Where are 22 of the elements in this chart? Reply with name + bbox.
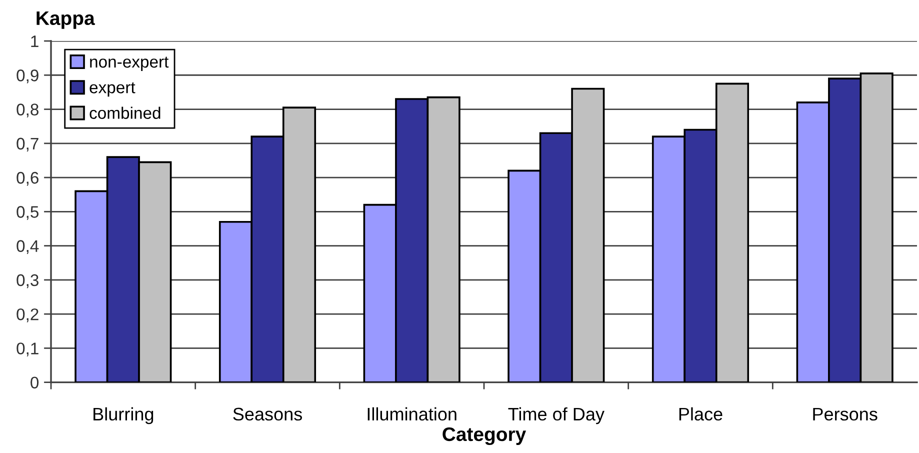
y-tick-label: 0 — [30, 376, 39, 389]
y-tick-label: 0,1 — [16, 342, 38, 356]
x-tick-label: Seasons — [233, 408, 302, 421]
legend-label: expert — [90, 82, 136, 97]
x-tick-label: Place — [679, 407, 722, 421]
y-tick-label: 0,6 — [16, 172, 38, 186]
y-tick-label: 0,5 — [16, 206, 38, 220]
x-tick-label: Persons — [813, 408, 878, 421]
y-tick-label: 0,7 — [16, 138, 38, 152]
x-tick-label: Illumination — [368, 407, 456, 421]
y-tick-label: 0,3 — [16, 274, 38, 288]
legend-label: non-expert — [90, 56, 169, 71]
x-tick-label: Blurring — [94, 407, 154, 424]
y-tick-label: 0,2 — [16, 308, 38, 322]
legend-label: combined — [90, 106, 160, 119]
x-axis-title: Category — [442, 427, 526, 446]
x-tick-label: Time of Day — [508, 407, 604, 424]
y-tick-label: 1 — [31, 36, 38, 48]
y-tick-label: 0,8 — [16, 104, 38, 118]
y-tick-label: 0,4 — [16, 240, 39, 254]
y-tick-label: 0,9 — [16, 70, 38, 84]
y-axis-title: Kappa — [36, 11, 95, 29]
